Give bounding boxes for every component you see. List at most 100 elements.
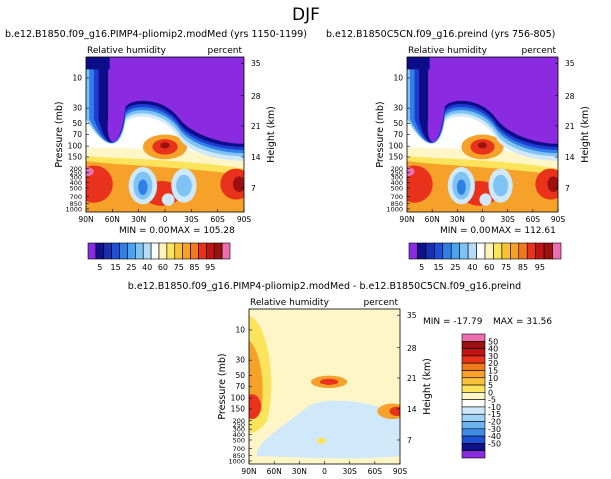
colorbar-swatch <box>526 242 536 260</box>
colorbar-swatch <box>461 450 486 459</box>
colorbar-swatch <box>198 242 207 260</box>
x-tick-label: 30S <box>343 467 358 476</box>
colorbar-horizontal: 5 15 25 40 60 75 85 95 <box>87 242 231 272</box>
height-tick-label: 7 <box>251 184 256 193</box>
subtropical-dry-nh-core <box>138 179 148 195</box>
colorbar-swatch <box>103 242 112 260</box>
colorbar-label: 95 <box>535 263 545 272</box>
x-tick-label: 60S <box>368 467 383 476</box>
colorbar-swatch <box>493 242 503 260</box>
colorbar-label: 15 <box>111 263 121 272</box>
panels: b.e12.B1850.f09_g16.PIMP4-pliomip2.modMe… <box>5 29 591 476</box>
height-tick-label: 35 <box>407 311 417 320</box>
colorbar-swatch <box>461 370 486 379</box>
x-tick-label: 60N <box>267 467 282 476</box>
colorbar-swatch <box>135 242 144 260</box>
y-tick-label: 150 <box>68 152 83 161</box>
colorbar-swatch <box>501 242 511 260</box>
height-tick-label: 28 <box>565 92 575 101</box>
y-tick-label: 250 <box>70 169 82 177</box>
colorbar-label: -10 <box>488 403 501 412</box>
variable-label: Relative humidity <box>250 298 330 308</box>
height-tick-label: 7 <box>565 184 570 193</box>
height-tick-label: 14 <box>251 153 261 162</box>
equatorial-dry-pocket <box>161 193 175 206</box>
colorbar-swatch <box>461 377 486 386</box>
y-tick-label: 10 <box>72 73 82 82</box>
units-label: percent <box>364 298 399 308</box>
colorbar-swatch <box>174 242 183 260</box>
panel-title: b.e12.B1850.f09_g16.PIMP4-pliomip2.modMe… <box>128 281 521 292</box>
y-tick-label: 150 <box>231 404 246 413</box>
panel-2: b.e12.B1850C5CN.f09_g16.preind (yrs 756-… <box>326 29 591 236</box>
colorbar-label: 95 <box>205 263 215 272</box>
colorbar-label: -15 <box>488 410 501 419</box>
y-tick-label: 850 <box>70 200 82 208</box>
height-axis-label: Height (km) <box>580 106 591 163</box>
arctic-max-core <box>86 167 94 177</box>
colorbar-label: 20 <box>488 359 498 368</box>
colorbar-label: 25 <box>126 263 136 272</box>
colorbar-swatch <box>461 384 486 393</box>
y-tick-label: 200 <box>391 165 403 173</box>
colorbar-label: 5 <box>419 263 424 272</box>
antarctic-moist-core <box>535 168 558 200</box>
x-tick-label: 60S <box>526 215 541 224</box>
contour-fill <box>249 309 400 464</box>
colorbar-swatch <box>484 242 494 260</box>
y-tick-label: 150 <box>389 152 404 161</box>
colorbar-swatch <box>221 242 231 260</box>
colorbar-swatch <box>461 406 486 415</box>
subtropical-dry-nh-core <box>456 179 466 195</box>
colorbar-label: 60 <box>484 263 494 272</box>
upper-trop-moistening-core <box>319 378 339 385</box>
y-tick-label: 250 <box>233 421 245 429</box>
colorbar-label: 40 <box>488 345 498 354</box>
colorbar-swatch <box>461 413 486 422</box>
colorbar-swatch <box>461 435 486 444</box>
stat-min: MIN = 0.00 <box>119 226 170 236</box>
variable-label: Relative humidity <box>408 46 488 56</box>
arctic-moist-core <box>407 165 433 203</box>
y-axis-label: Pressure (mb) <box>217 353 228 419</box>
x-tick-label: 60S <box>211 215 226 224</box>
colorbar-label: 15 <box>433 263 443 272</box>
colorbar-swatch <box>166 242 176 260</box>
y-tick-label: 100 <box>389 142 404 151</box>
colorbar-label: -20 <box>488 418 501 427</box>
x-tick-label: 0 <box>480 215 485 224</box>
panel-3: b.e12.B1850.f09_g16.PIMP4-pliomip2.modMe… <box>128 281 553 476</box>
colorbar-swatch <box>552 242 562 260</box>
colorbar-label: 40 <box>142 263 152 272</box>
y-tick-label: 400 <box>391 179 403 187</box>
colorbar-swatch <box>461 340 486 349</box>
colorbar-swatch <box>142 242 152 260</box>
variable-label: Relative humidity <box>87 46 167 56</box>
colorbar-label: 85 <box>518 263 528 272</box>
y-tick-label: 1000 <box>228 457 245 465</box>
polar-top-navy <box>86 57 110 70</box>
colorbar-swatch <box>459 242 469 260</box>
axes-1: b.e12.B1850C5CN.f09_g16.preind (yrs 756-… <box>326 29 591 236</box>
strat-violet <box>407 57 558 144</box>
upper-trop-core-max <box>477 142 488 149</box>
height-tick-label: 28 <box>407 344 417 353</box>
colorbar-label: -50 <box>488 439 501 448</box>
height-axis-label: Height (km) <box>266 106 277 163</box>
colorbar-swatch <box>450 242 460 260</box>
y-tick-label: 30 <box>72 104 82 113</box>
colorbar-swatch <box>158 242 168 260</box>
colorbar-label: 5 <box>97 263 102 272</box>
height-tick-label: 28 <box>251 92 261 101</box>
colorbar-swatch <box>190 242 199 260</box>
y-tick-label: 200 <box>233 417 245 425</box>
page-title: DJF <box>292 5 320 25</box>
height-tick-label: 35 <box>251 59 261 68</box>
arctic-moist-core <box>86 165 113 203</box>
colorbar-swatch <box>87 242 97 260</box>
colorbar-label: 30 <box>488 352 498 361</box>
height-tick-label: 14 <box>407 405 417 414</box>
colorbar-swatch <box>408 242 418 260</box>
